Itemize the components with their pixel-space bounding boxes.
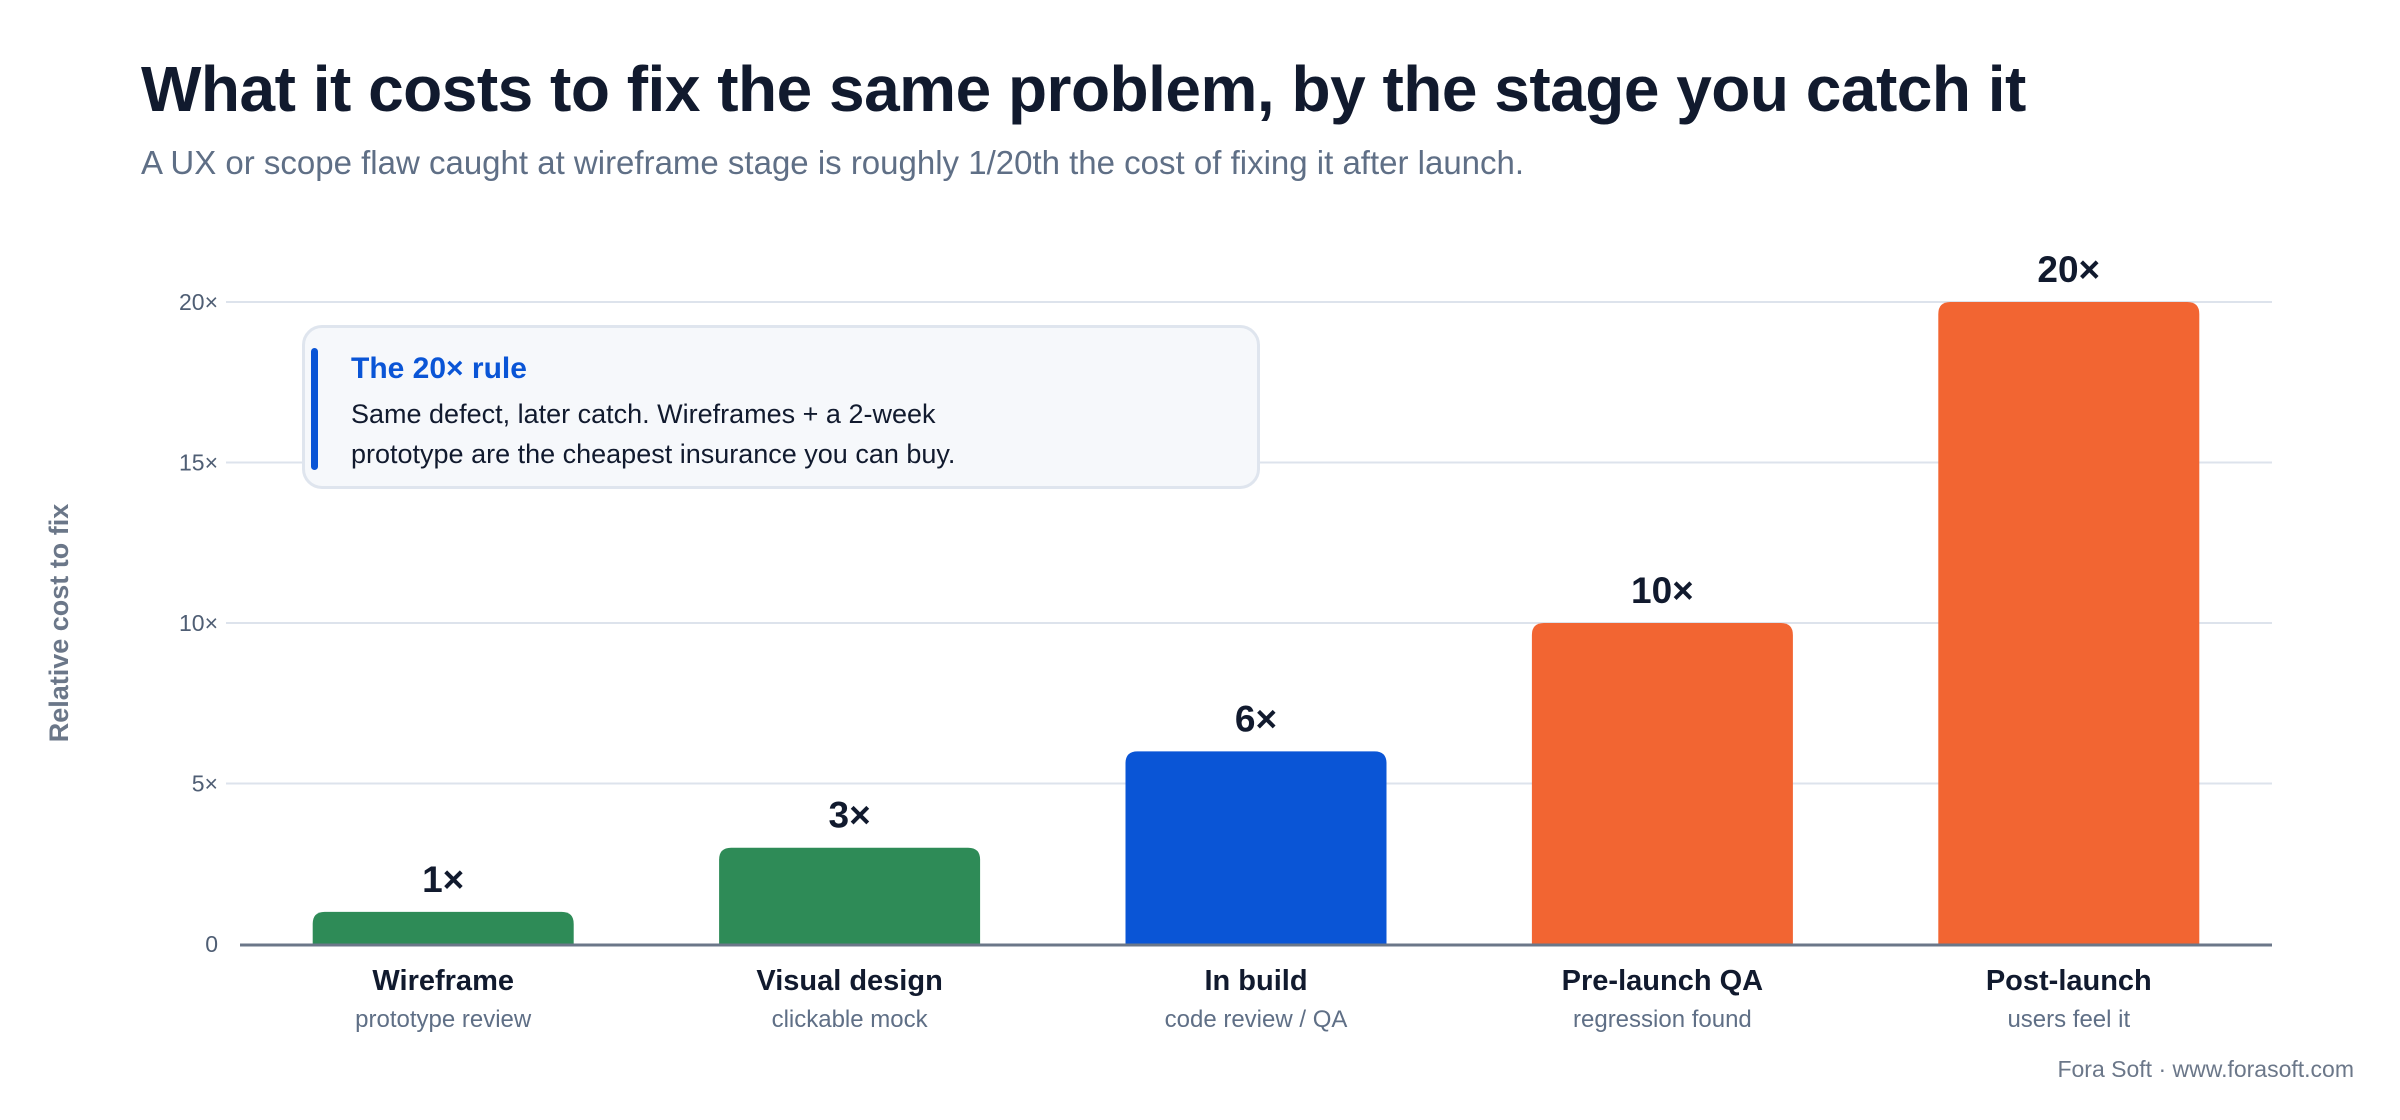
category-sublabel: code review / QA xyxy=(1165,1006,1348,1033)
category-label: Visual design xyxy=(756,965,942,997)
y-axis-label: Relative cost to fix xyxy=(44,504,74,743)
footer-credit: Fora Soft · www.forasoft.com xyxy=(2057,1056,2354,1082)
bars xyxy=(312,302,2200,944)
bar-value-label: 6× xyxy=(1235,698,1277,739)
bar-value-label: 1× xyxy=(422,859,464,900)
y-axis-ticks: 0 5× 10× 15× 20× xyxy=(179,289,218,957)
bar-value-label: 10× xyxy=(1631,570,1694,611)
y-tick-label: 20× xyxy=(179,289,218,315)
y-tick-label: 10× xyxy=(179,610,218,636)
bar-pre-launch-qa xyxy=(1531,623,1793,944)
bar-post-launch xyxy=(1938,302,2200,944)
bar-value-label: 20× xyxy=(2037,249,2100,290)
callout-box: The 20× rule Same defect, later catch. W… xyxy=(302,325,1260,489)
category-sublabel: clickable mock xyxy=(772,1006,929,1033)
category-label: Post-launch xyxy=(1986,965,2152,997)
bar-labels: 1× Wireframe prototype review 3× Visual desi… xyxy=(355,249,2152,1033)
callout-body: Same defect, later catch. Wireframes + a… xyxy=(351,399,956,469)
category-label: In build xyxy=(1204,965,1307,997)
y-tick-label: 15× xyxy=(179,450,218,476)
category-label: Pre-launch QA xyxy=(1562,965,1763,997)
bar-visual-design xyxy=(719,847,981,944)
category-sublabel: users feel it xyxy=(2007,1006,2130,1033)
bar-wireframe xyxy=(312,911,574,944)
y-tick-label: 0 xyxy=(205,931,218,957)
callout-accent-bar xyxy=(311,348,318,470)
category-label: Wireframe xyxy=(372,965,514,997)
callout-title: The 20× rule xyxy=(351,352,527,385)
category-sublabel: prototype review xyxy=(355,1006,532,1033)
chart-subtitle: A UX or scope flaw caught at wireframe s… xyxy=(141,144,1525,181)
bar-value-label: 3× xyxy=(829,795,871,836)
bar-in-build xyxy=(1125,751,1387,944)
y-tick-label: 5× xyxy=(192,771,218,797)
chart-title: What it costs to fix the same problem, b… xyxy=(141,53,2026,125)
category-sublabel: regression found xyxy=(1573,1006,1752,1033)
